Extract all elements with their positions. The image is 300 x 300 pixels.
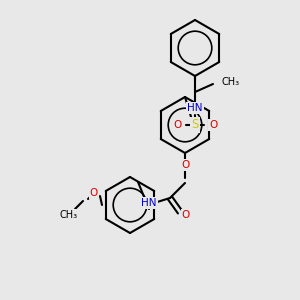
Text: O: O	[90, 188, 98, 198]
Text: S: S	[191, 118, 199, 131]
Text: O: O	[181, 160, 189, 170]
Text: HN: HN	[141, 198, 157, 208]
Text: O: O	[182, 210, 190, 220]
Text: O: O	[173, 120, 181, 130]
Text: CH₃: CH₃	[221, 77, 239, 87]
Text: CH₃: CH₃	[60, 210, 78, 220]
Text: HN: HN	[187, 103, 203, 113]
Text: O: O	[209, 120, 217, 130]
